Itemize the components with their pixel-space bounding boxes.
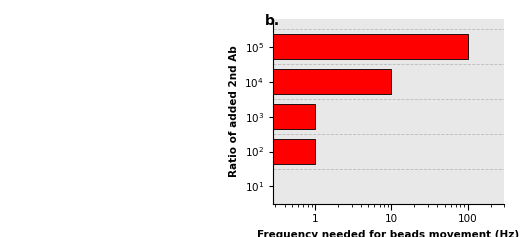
X-axis label: Frequency needed for beads movement (Hz): Frequency needed for beads movement (Hz) bbox=[257, 230, 520, 237]
Y-axis label: Ratio of added 2nd Ab: Ratio of added 2nd Ab bbox=[229, 46, 239, 177]
Bar bbox=[273, 34, 468, 59]
Bar bbox=[273, 104, 315, 129]
Bar bbox=[273, 139, 315, 164]
Bar bbox=[273, 69, 391, 94]
Text: b.: b. bbox=[265, 14, 280, 28]
